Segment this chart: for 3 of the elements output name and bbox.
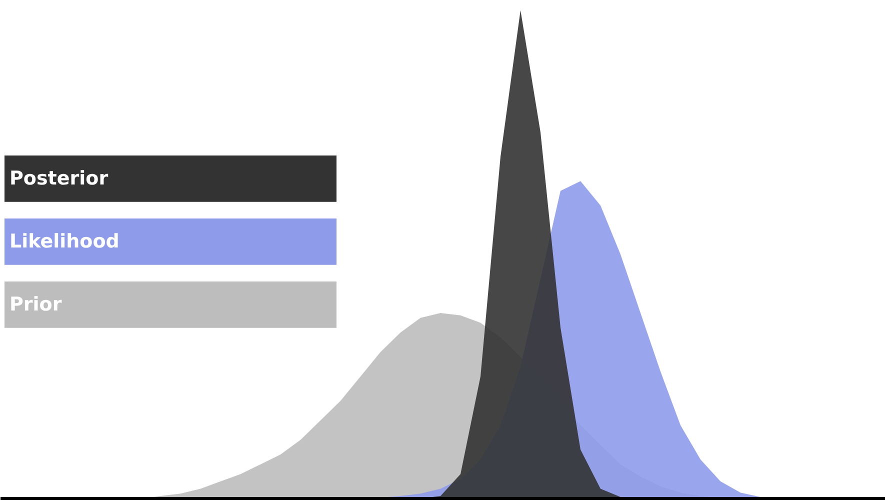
text: Posterior xyxy=(10,168,109,190)
text: Prior xyxy=(10,294,62,316)
text: Likelihood xyxy=(10,230,120,253)
